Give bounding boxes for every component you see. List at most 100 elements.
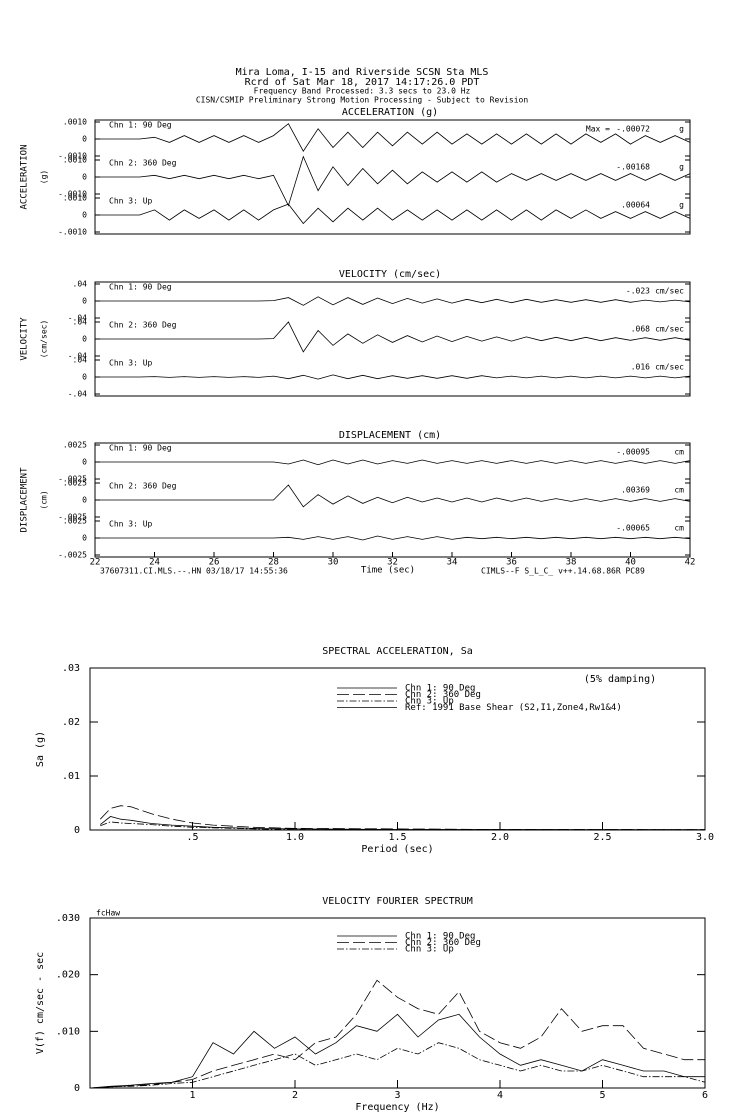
peak-unit: cm/sec	[655, 287, 684, 296]
y-tick-label: .04	[73, 356, 88, 365]
channel-name: Chn 2: 360 Deg	[109, 321, 177, 330]
x-tick-label: 1.5	[388, 832, 406, 843]
x-tick-label: 38	[566, 558, 577, 568]
y-tick-label: 0	[82, 373, 87, 382]
channel-name: Chn 3: Up	[109, 520, 153, 529]
y-tick-label: .0010	[63, 156, 87, 165]
y-tick-label: -.04	[68, 390, 87, 399]
peak-value: .00369	[621, 486, 650, 495]
x-tick-label: 32	[387, 558, 398, 568]
legend-label: Chn 3: Up	[405, 945, 454, 955]
peak-unit: cm/sec	[655, 325, 684, 334]
peak-value: -.00072	[616, 125, 650, 134]
x-tick-label: 3	[394, 1090, 400, 1101]
peak-unit: g	[679, 201, 684, 210]
channel-name: Chn 1: 90 Deg	[109, 283, 172, 292]
panel-unit-label: (g)	[40, 170, 49, 184]
x-tick-label: 26	[209, 558, 220, 568]
plot-frame	[89, 667, 706, 831]
trace	[95, 123, 691, 152]
legend-label: Chn 2: 360 Deg	[405, 938, 481, 948]
x-tick-label: .5	[186, 832, 198, 843]
series-line	[100, 805, 706, 831]
y-tick-label: 0	[82, 458, 87, 467]
trace	[95, 484, 691, 508]
legend-label: Ref: 1991 Base Shear (S2,I1,Zone4,Rw1&4)	[405, 703, 622, 713]
chart-note: (5% damping)	[584, 674, 656, 685]
panel-y-label: ACCELERATION	[20, 144, 30, 209]
y-tick-label: -.0025	[58, 475, 87, 484]
y-tick-label: 0	[82, 496, 87, 505]
trace	[95, 535, 691, 541]
channel-name: Chn 1: 90 Deg	[109, 444, 172, 453]
y-tick-label: -.0010	[58, 228, 87, 237]
x-tick-label: 28	[268, 558, 279, 568]
panel-title: VELOCITY (cm/sec)	[339, 269, 441, 280]
peak-value: .068	[631, 325, 650, 334]
x-tick-label: 4	[497, 1090, 503, 1101]
y-tick-label: .04	[73, 318, 88, 327]
trace	[95, 203, 691, 225]
x-axis-label: Time (sec)	[361, 566, 415, 576]
y-tick-label: 0	[82, 211, 87, 220]
channel-name: Chn 2: 360 Deg	[109, 482, 177, 491]
y-axis-label: Sa (g)	[35, 731, 46, 767]
panel-title: ACCELERATION (g)	[342, 107, 438, 118]
legend-label: Chn 1: 90 Deg	[405, 932, 475, 942]
x-tick-label: 24	[149, 558, 160, 568]
peak-prefix: Max =	[586, 125, 610, 134]
channel-name: Chn 3: Up	[109, 359, 153, 368]
panel-frame	[94, 119, 691, 235]
peak-unit: cm	[674, 448, 684, 457]
band-note: Frequency Band Processed: 3.3 secs to 23…	[254, 87, 471, 96]
peak-value: -.023	[626, 287, 650, 296]
trace	[95, 459, 691, 466]
y-tick-label: 0	[82, 135, 87, 144]
y-tick-label: 0	[82, 335, 87, 344]
footer-right: CIMLS--F S_L_C_ v++.14.68.86R PC89	[481, 567, 645, 576]
peak-value: -.00065	[616, 524, 650, 533]
peak-value: -.00095	[616, 448, 650, 457]
y-tick-label: 0	[82, 173, 87, 182]
panel-title: DISPLACEMENT (cm)	[339, 430, 441, 441]
y-tick-label: .030	[56, 913, 80, 924]
y-tick-label: .0025	[63, 479, 87, 488]
y-tick-label: .0025	[63, 517, 87, 526]
x-tick-label: 22	[90, 558, 101, 568]
record-title: Mira Loma, I-15 and Riverside SCSN Sta M…	[236, 67, 489, 78]
x-tick-label: 3.0	[696, 832, 714, 843]
panel-y-label: DISPLACEMENT	[20, 467, 30, 533]
peak-unit: g	[679, 163, 684, 172]
legend-label: Chn 2: 360 Deg	[405, 690, 481, 700]
y-tick-label: -.04	[68, 314, 87, 323]
series-line	[100, 821, 705, 831]
x-tick-label: 2.5	[593, 832, 611, 843]
x-axis-label: Period (sec)	[361, 844, 433, 855]
y-tick-label: .0010	[63, 118, 87, 127]
footer-left: 37607311.CI.MLS.--.HN 03/18/17 14:55:36	[100, 567, 288, 576]
legend-label: Chn 3: Up	[405, 697, 454, 707]
y-tick-label: .0025	[63, 441, 87, 450]
peak-value: .016	[631, 363, 650, 372]
channel-name: Chn 2: 360 Deg	[109, 159, 177, 168]
legend-label: Chn 1: 90 Deg	[405, 684, 475, 694]
peak-unit: cm	[674, 524, 684, 533]
x-tick-label: 2.0	[491, 832, 509, 843]
y-tick-label: .04	[73, 280, 88, 289]
x-tick-label: 6	[702, 1090, 708, 1101]
peak-unit: cm/sec	[655, 363, 684, 372]
y-tick-label: .03	[62, 663, 80, 674]
panel-y-label: VELOCITY	[20, 317, 30, 361]
x-tick-label: 1.0	[286, 832, 304, 843]
peak-value: -.00168	[616, 163, 650, 172]
peak-unit: cm	[674, 486, 684, 495]
processing-note: CISN/CSMIP Preliminary Strong Motion Pro…	[196, 96, 529, 105]
y-tick-label: .01	[62, 771, 80, 782]
x-tick-label: 30	[328, 558, 339, 568]
x-tick-label: 5	[599, 1090, 605, 1101]
x-tick-label: 2	[292, 1090, 298, 1101]
series-line	[89, 1013, 705, 1089]
record-subtitle: Rcrd of Sat Mar 18, 2017 14:17:26.0 PDT	[245, 77, 480, 88]
panel-unit-label: (cm/sec)	[40, 320, 49, 359]
